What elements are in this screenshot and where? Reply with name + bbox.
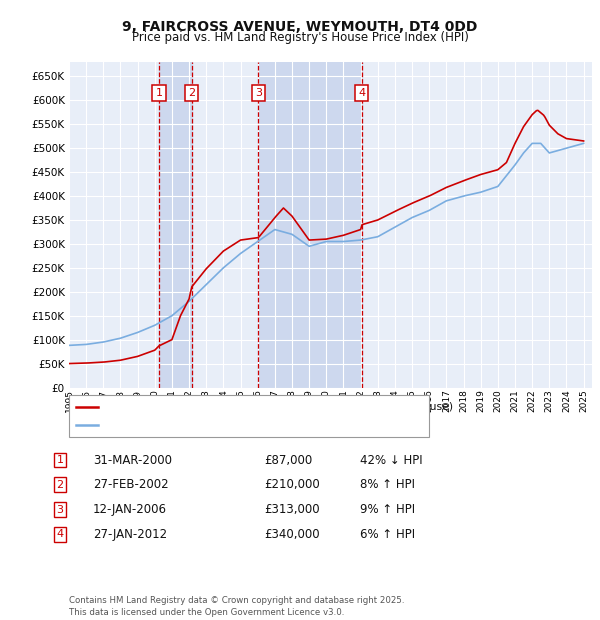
Text: 27-JAN-2012: 27-JAN-2012 bbox=[93, 528, 167, 541]
Text: 4: 4 bbox=[358, 88, 365, 98]
Text: £313,000: £313,000 bbox=[264, 503, 320, 516]
Text: 12-JAN-2006: 12-JAN-2006 bbox=[93, 503, 167, 516]
Text: 2: 2 bbox=[188, 88, 195, 98]
Text: HPI: Average price, detached house, Dorset: HPI: Average price, detached house, Dors… bbox=[103, 420, 341, 430]
Text: 42% ↓ HPI: 42% ↓ HPI bbox=[360, 454, 422, 466]
Text: Price paid vs. HM Land Registry's House Price Index (HPI): Price paid vs. HM Land Registry's House … bbox=[131, 31, 469, 44]
Text: 3: 3 bbox=[255, 88, 262, 98]
Text: 3: 3 bbox=[56, 505, 64, 515]
Text: 9, FAIRCROSS AVENUE, WEYMOUTH, DT4 0DD (detached house): 9, FAIRCROSS AVENUE, WEYMOUTH, DT4 0DD (… bbox=[103, 402, 453, 412]
Text: 27-FEB-2002: 27-FEB-2002 bbox=[93, 479, 169, 491]
Text: £210,000: £210,000 bbox=[264, 479, 320, 491]
Text: 8% ↑ HPI: 8% ↑ HPI bbox=[360, 479, 415, 491]
Text: 1: 1 bbox=[56, 455, 64, 465]
Text: 4: 4 bbox=[56, 529, 64, 539]
Text: 2: 2 bbox=[56, 480, 64, 490]
Text: Contains HM Land Registry data © Crown copyright and database right 2025.
This d: Contains HM Land Registry data © Crown c… bbox=[69, 596, 404, 617]
Text: 9, FAIRCROSS AVENUE, WEYMOUTH, DT4 0DD: 9, FAIRCROSS AVENUE, WEYMOUTH, DT4 0DD bbox=[122, 20, 478, 34]
Text: 9% ↑ HPI: 9% ↑ HPI bbox=[360, 503, 415, 516]
Bar bbox=[159, 62, 191, 388]
Bar bbox=[259, 62, 362, 388]
Text: 31-MAR-2000: 31-MAR-2000 bbox=[93, 454, 172, 466]
Text: £340,000: £340,000 bbox=[264, 528, 320, 541]
Text: £87,000: £87,000 bbox=[264, 454, 312, 466]
Text: 1: 1 bbox=[155, 88, 163, 98]
Text: 6% ↑ HPI: 6% ↑ HPI bbox=[360, 528, 415, 541]
